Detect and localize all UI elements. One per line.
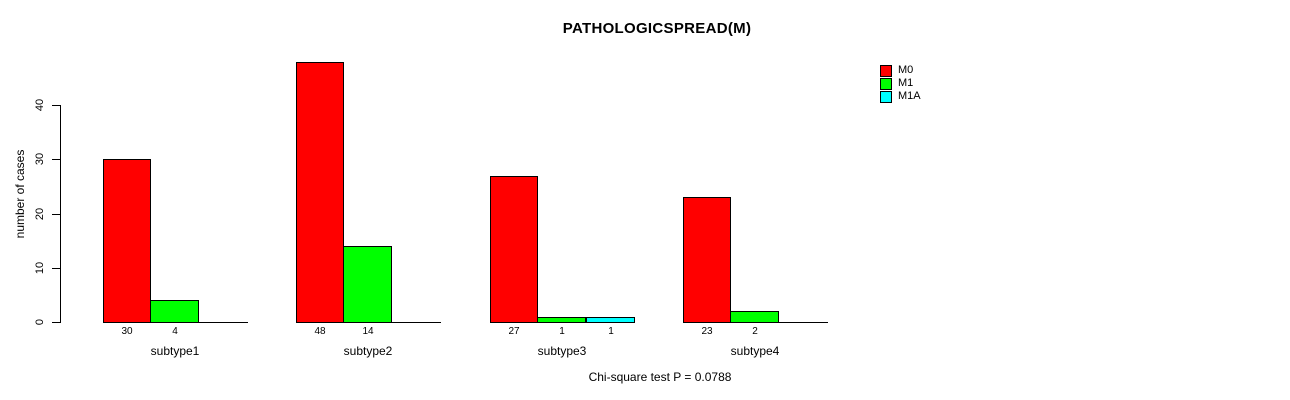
legend-swatch-M1 (880, 77, 892, 90)
y-axis-tick (52, 214, 60, 215)
legend-item-M1A: M1A (880, 90, 921, 103)
y-axis-tick (52, 105, 60, 106)
y-axis-tick (52, 268, 60, 269)
y-axis-tick-label: 40 (34, 98, 46, 112)
legend-swatch-M1A (880, 90, 892, 103)
y-axis-tick-label: 20 (34, 207, 46, 221)
bar-M0-subtype4 (683, 197, 731, 323)
bar-value-label: 4 (172, 326, 178, 337)
y-axis-label: number of cases (13, 149, 27, 239)
bar-value-label: 48 (314, 326, 326, 337)
group-label-subtype1: subtype1 (150, 344, 200, 358)
bar-value-label: 27 (508, 326, 520, 337)
bar-M1A-subtype3 (586, 317, 635, 323)
bar-M1-subtype3 (537, 317, 586, 323)
legend: M0 M1 M1A (880, 64, 921, 103)
bar-value-label: 14 (362, 326, 374, 337)
bar-value-label: 2 (752, 326, 758, 337)
legend-item-M0: M0 (880, 64, 921, 77)
bar-M0-subtype2 (296, 62, 344, 323)
group-label-subtype3: subtype3 (537, 344, 587, 358)
bar-M1-subtype1 (150, 300, 199, 323)
legend-label: M0 (898, 64, 914, 76)
legend-label: M1A (898, 90, 921, 102)
y-axis-tick (52, 159, 60, 160)
bar-value-label: 23 (701, 326, 713, 337)
group-label-subtype2: subtype2 (343, 344, 393, 358)
legend-item-M1: M1 (880, 77, 921, 90)
bar-M1-subtype2 (343, 246, 392, 323)
legend-swatch-M0 (880, 64, 892, 77)
y-axis-tick-label: 0 (34, 318, 46, 326)
bar-value-label: 30 (121, 326, 133, 337)
bar-value-label: 1 (559, 326, 565, 337)
bar-M0-subtype3 (490, 176, 538, 323)
bar-M1-subtype4 (730, 311, 779, 323)
bar-value-label: 1 (608, 326, 614, 337)
y-axis-tick-label: 10 (34, 261, 46, 275)
y-axis-tick (52, 322, 60, 323)
y-axis-line (60, 105, 61, 323)
chi-square-annotation: Chi-square test P = 0.0788 (588, 370, 732, 384)
chart-title: PATHOLOGICSPREAD(M) (562, 20, 752, 37)
y-axis-tick-label: 30 (34, 152, 46, 166)
legend-label: M1 (898, 77, 914, 89)
bar-M0-subtype1 (103, 159, 151, 323)
group-label-subtype4: subtype4 (730, 344, 780, 358)
